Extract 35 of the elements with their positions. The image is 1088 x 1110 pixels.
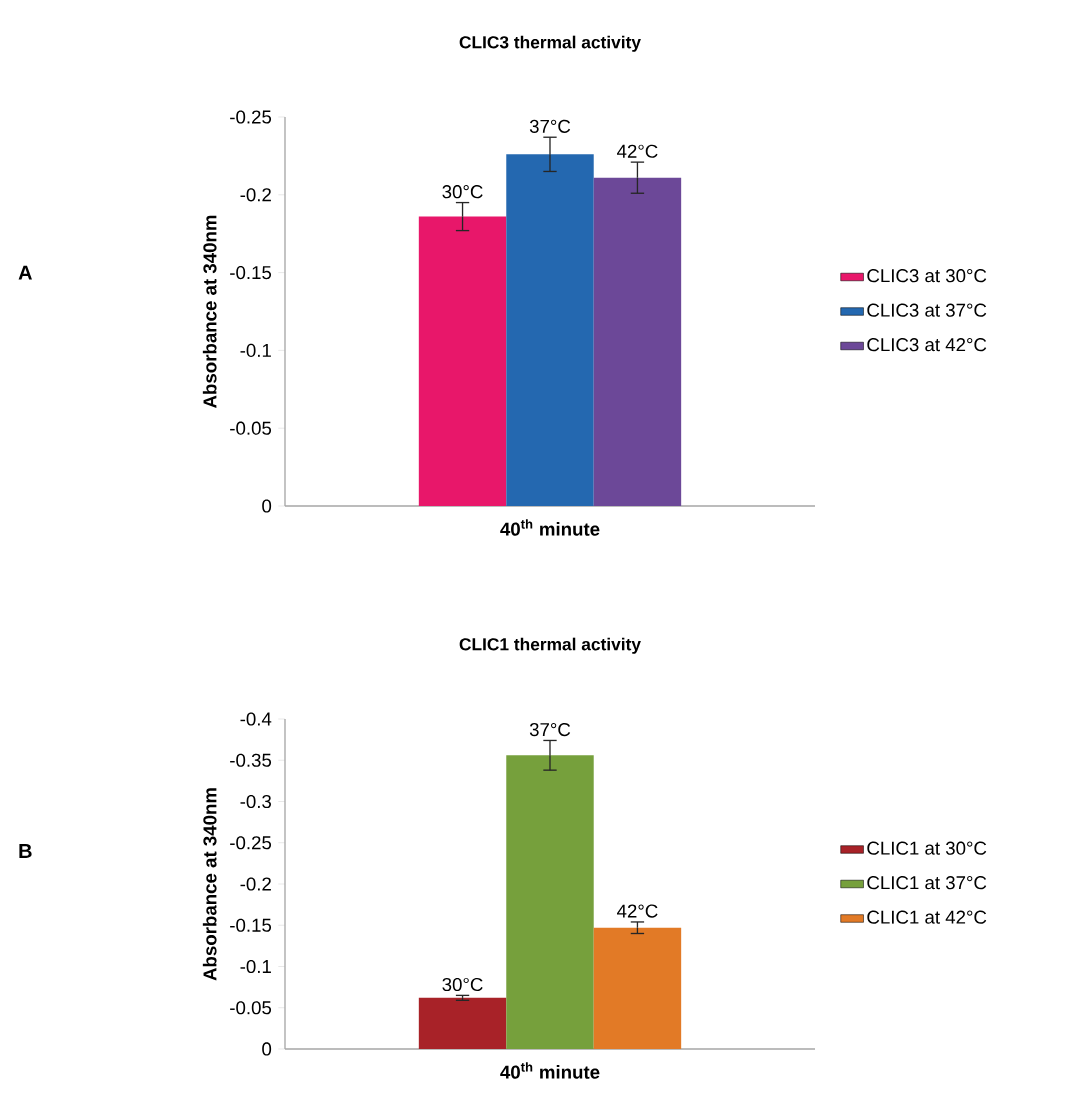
text: A [18, 265, 32, 280]
y-axis-title: Absorbance at 340nm [202, 215, 217, 409]
y-tick-label: -0.35 [230, 753, 272, 767]
y-tick-label: -0.1 [240, 343, 271, 358]
legend-label: CLIC1 at 37°C [867, 876, 987, 890]
y-tick-label: 0 [262, 1042, 272, 1056]
legend-label: CLIC1 at 42°C [867, 910, 987, 924]
y-tick-label: -0.2 [240, 188, 271, 202]
legend-label: CLIC3 at 37°C [867, 303, 987, 317]
y-tick-label: 0 [262, 499, 272, 513]
annotation: 30°C [442, 977, 483, 992]
annotation: 37°C [529, 722, 571, 737]
annotation: 42°C [617, 144, 658, 158]
x-tick-label: 40$^{th}$ minute [500, 1062, 600, 1079]
legend-label: CLIC3 at 42°C [867, 338, 987, 352]
y-tick-label: -0.05 [230, 421, 272, 435]
text: B [19, 844, 32, 858]
annotation: 37°C [529, 119, 571, 133]
legend-label: CLIC3 at 30°C [867, 269, 987, 283]
chart-title: CLIC3 thermal activity [459, 35, 641, 52]
y-tick-label: -0.4 [240, 712, 272, 726]
annotation: 42°C [617, 904, 658, 918]
y-tick-label: -0.25 [230, 836, 272, 850]
y-axis-title: Absorbance at 340nm [202, 788, 217, 981]
y-tick-label: -0.05 [230, 1001, 272, 1015]
y-tick-label: -0.25 [230, 110, 272, 124]
annotation: 30°C [442, 185, 483, 199]
y-tick-label: -0.1 [240, 959, 271, 974]
x-tick-label: 40$^{th}$ minute [500, 519, 600, 536]
y-tick-label: -0.3 [240, 794, 272, 809]
y-tick-label: -0.15 [230, 265, 272, 280]
legend-label: CLIC1 at 30°C [867, 841, 987, 855]
y-tick-label: -0.15 [230, 918, 272, 932]
y-tick-label: -0.2 [240, 877, 271, 891]
chart-title: CLIC1 thermal activity [459, 637, 641, 654]
